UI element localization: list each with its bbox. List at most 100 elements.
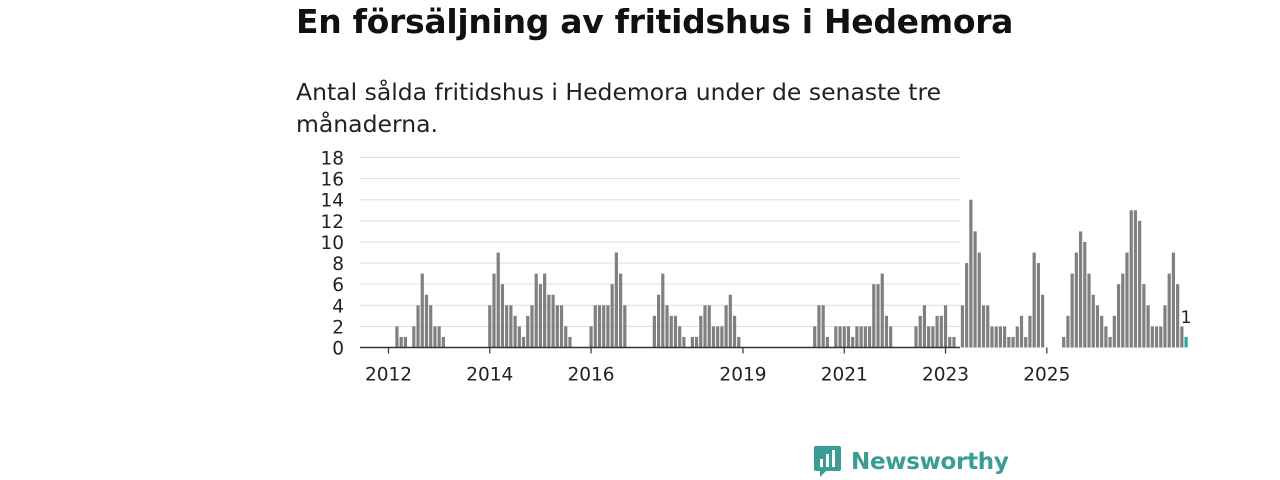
bar: [724, 305, 728, 348]
bar: [834, 326, 838, 348]
bar: [1159, 326, 1163, 348]
bar: [867, 326, 872, 348]
bar: [1176, 284, 1180, 348]
y-tick-label: 10: [320, 233, 344, 254]
y-tick-label: 8: [332, 254, 344, 275]
bar: [842, 326, 846, 348]
bar: [952, 336, 956, 348]
bar: [496, 252, 500, 348]
x-tick-label: 2012: [365, 365, 412, 386]
bar: [981, 305, 986, 348]
x-tick-label: 2025: [1023, 365, 1070, 386]
bar: [707, 305, 711, 348]
bar: [1125, 252, 1129, 348]
bar: [1011, 336, 1015, 348]
bar: [948, 336, 952, 348]
x-tick-label: 2023: [922, 365, 969, 386]
bar: [973, 231, 977, 348]
bar: [513, 315, 517, 348]
bar: [699, 315, 703, 348]
bar: [994, 326, 998, 348]
bar: [1095, 305, 1100, 348]
y-tick-label: 6: [332, 275, 344, 296]
bar: [395, 326, 399, 348]
bar: [1028, 315, 1032, 348]
bar: [429, 305, 433, 348]
bar: [1070, 273, 1074, 348]
bar: [720, 326, 724, 348]
bar: [555, 305, 559, 348]
bar: [509, 305, 513, 348]
annotations: 1: [1181, 308, 1192, 328]
bar: [690, 336, 694, 348]
x-axis-tick-labels: 2012 2014 2016 2019 2021 2023 2025: [365, 365, 1070, 386]
bar: [682, 336, 686, 348]
bar: [1074, 252, 1078, 348]
bar: [589, 326, 593, 348]
bar: [526, 315, 530, 348]
bar: [534, 273, 538, 348]
bar: [656, 294, 661, 348]
bar: [606, 305, 610, 348]
bar: [399, 336, 403, 348]
y-tick-label: 4: [332, 296, 344, 317]
bar: [1171, 252, 1176, 348]
y-tick-label: 0: [332, 339, 344, 360]
bar: [1083, 241, 1087, 348]
x-tick-label: 2019: [719, 365, 766, 386]
bar: [889, 326, 893, 348]
bar: [530, 305, 534, 348]
last-value-label: 1: [1181, 308, 1192, 328]
bar: [597, 305, 602, 348]
bar: [559, 305, 564, 348]
bar: [1163, 305, 1167, 348]
bar: [872, 284, 876, 348]
bar: [1024, 336, 1028, 348]
bar: [914, 326, 918, 348]
bar: [825, 336, 829, 348]
newsworthy-logo-text: Newsworthy: [851, 449, 1009, 475]
bar: [505, 305, 509, 348]
bar: [821, 305, 825, 348]
bar: [1167, 273, 1171, 348]
chart-subtitle: Antal sålda fritidshus i Hedemora under …: [296, 78, 942, 138]
bar: [665, 305, 669, 348]
bar: [732, 315, 737, 348]
bar: [420, 273, 424, 348]
bar: [564, 326, 568, 348]
bar: [678, 326, 682, 348]
bar: [500, 284, 505, 348]
y-tick-label: 2: [332, 317, 344, 338]
bar: [1032, 252, 1036, 348]
bar: [927, 326, 931, 348]
bar: [1041, 294, 1045, 348]
bar: [711, 326, 716, 348]
bar: [859, 326, 863, 348]
bar: [1062, 336, 1066, 348]
bar: [1133, 210, 1138, 348]
bar: [1150, 326, 1154, 348]
bar: [939, 315, 943, 348]
bar: [960, 305, 965, 348]
bar: [1104, 326, 1108, 348]
bar: [990, 326, 994, 348]
bar: [728, 294, 732, 348]
bar: [838, 326, 842, 348]
bar: [619, 273, 623, 348]
x-tick-label: 2014: [466, 365, 513, 386]
bar: [1108, 336, 1112, 348]
bar: [1091, 294, 1095, 348]
bar: [661, 273, 665, 348]
bar: [998, 326, 1002, 348]
bar: [412, 326, 416, 348]
bar: [855, 326, 859, 348]
bar: [1116, 284, 1121, 348]
bar: [614, 252, 618, 348]
bar: [652, 315, 656, 348]
bars: [395, 199, 1188, 348]
bar: [703, 305, 707, 348]
bar: [1078, 231, 1083, 348]
bar: [737, 336, 741, 348]
